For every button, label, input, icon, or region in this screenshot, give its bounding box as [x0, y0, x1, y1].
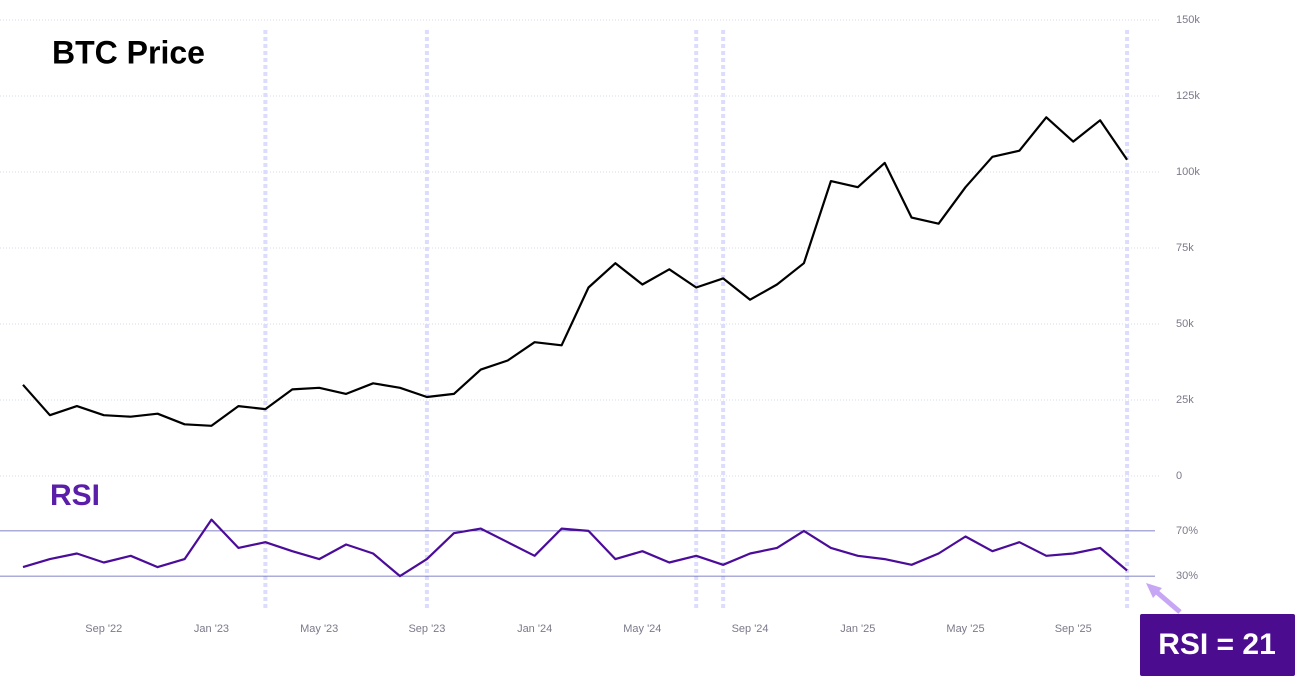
data-line: [22, 518, 1128, 578]
y-tick-label: 75k: [1176, 242, 1194, 254]
y-tick-label: 0: [1176, 470, 1182, 482]
x-tick-label: Sep '24: [732, 623, 769, 635]
y-tick-label: 150k: [1176, 14, 1200, 26]
x-tick-label: Sep '23: [408, 623, 445, 635]
annotation-box: [1140, 614, 1295, 676]
x-tick-label: Jan '24: [517, 623, 552, 635]
x-tick-label: May '24: [623, 623, 661, 635]
y-tick-label: 125k: [1176, 90, 1200, 102]
x-tick-label: May '23: [300, 623, 338, 635]
annotation-arrowhead: [1146, 583, 1162, 598]
y-tick-label: 30%: [1176, 570, 1198, 582]
y-tick-label: 25k: [1176, 394, 1194, 406]
x-tick-label: Jan '23: [194, 623, 229, 635]
chart-title: BTC Price: [52, 34, 205, 70]
rsi-title: RSI: [50, 479, 100, 512]
y-tick-label: 100k: [1176, 166, 1200, 178]
x-tick-label: Jan '25: [840, 623, 875, 635]
y-tick-label: 70%: [1176, 525, 1198, 537]
x-tick-label: Sep '25: [1055, 623, 1092, 635]
data-line: [22, 116, 1129, 427]
x-tick-label: May '25: [946, 623, 984, 635]
y-tick-label: 50k: [1176, 318, 1194, 330]
annotation: RSI = 21: [1158, 628, 1276, 661]
x-tick-label: Sep '22: [85, 623, 122, 635]
